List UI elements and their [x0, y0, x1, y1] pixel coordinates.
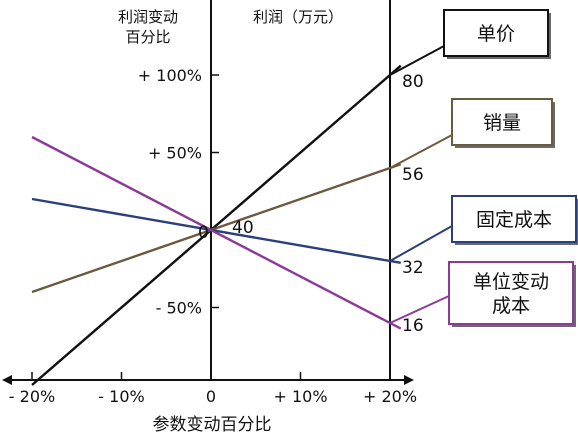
callout-label: 单价: [477, 23, 515, 45]
callout-connector: [389, 295, 450, 324]
y-zero-label: 0: [198, 223, 209, 243]
end-label-单位变动成本: 16: [402, 316, 424, 336]
series-line-单位变动成本: [31, 135, 402, 330]
end-label-单价: 80: [402, 72, 424, 92]
end-label-销量: 56: [402, 165, 424, 185]
series-line-销量: [31, 163, 402, 294]
x-axis-title: 参数变动百分比: [153, 415, 272, 435]
callout-box-销量: [451, 98, 553, 146]
x-axis-arrow-right: [404, 375, 414, 385]
x-tick-label: - 10%: [98, 387, 144, 406]
y-tick-label: + 50%: [148, 144, 202, 163]
y-tick-label: + 100%: [138, 66, 202, 85]
callout-box-固定成本: [451, 195, 577, 243]
y-tick-label: - 50%: [156, 299, 202, 318]
x-tick-label: 0: [206, 387, 216, 406]
callout-connector: [389, 225, 453, 262]
callout-connector: [389, 134, 453, 169]
callout-box-单位变动成本: [448, 261, 574, 325]
callout-label: 成本: [492, 295, 530, 317]
x-tick-label: + 10%: [273, 387, 327, 406]
series-line-单价: [31, 64, 402, 386]
callout-label: 固定成本: [476, 209, 552, 231]
callout-label: 销量: [483, 112, 521, 134]
base-profit-label: 40: [232, 218, 254, 238]
callout-connector: [389, 45, 445, 76]
profit-axis-title: 利润（万元）: [253, 8, 343, 26]
x-axis-arrow-left: [2, 375, 12, 385]
y-axis-title-line2: 百分比: [125, 28, 170, 46]
y-axis-title-line1: 利润变动: [118, 8, 178, 26]
x-tick-label: - 20%: [9, 387, 55, 406]
x-tick-label: + 20%: [363, 387, 417, 406]
callout-box-单价: [443, 9, 549, 57]
series-line-固定成本: [31, 197, 401, 265]
end-label-固定成本: 32: [402, 258, 424, 278]
callout-label: 单位变动: [473, 271, 549, 293]
